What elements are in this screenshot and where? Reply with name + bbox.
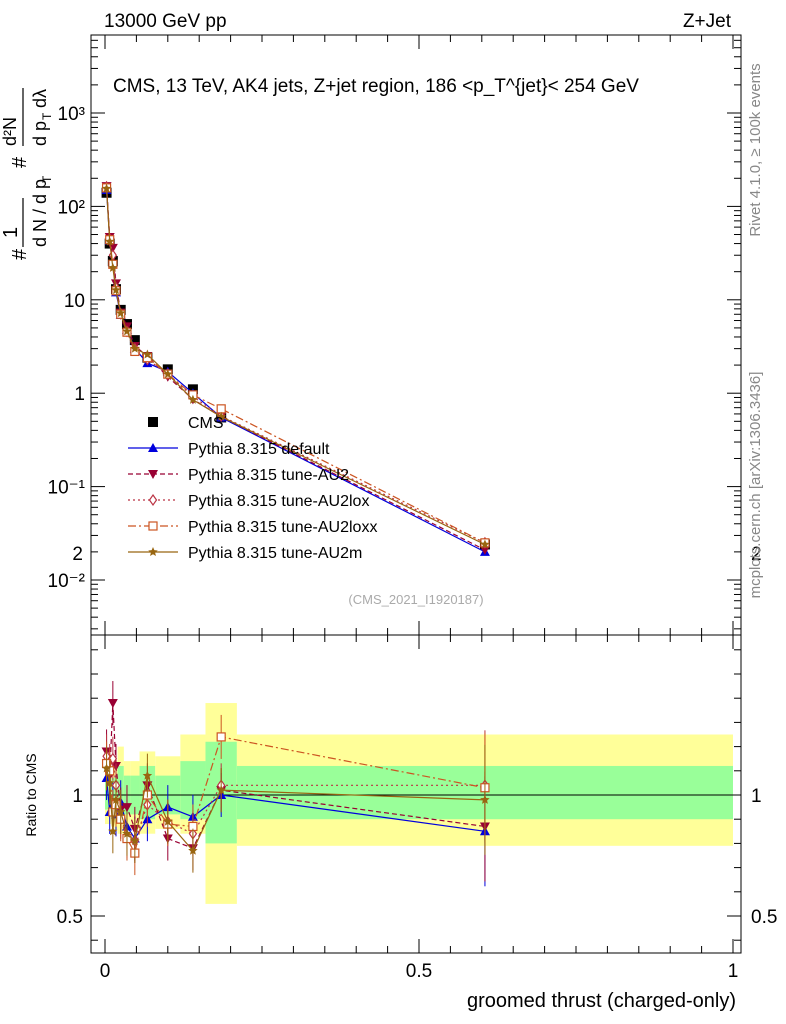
ylabel-dN: d N / d p	[30, 179, 50, 247]
legend-marker-au2loxx	[148, 521, 158, 531]
ratio-point-au2m-6	[130, 835, 140, 846]
legend-item-cms: CMS	[148, 415, 224, 432]
chart-title: CMS, 13 TeV, AK4 jets, Z+jet region, 186…	[113, 76, 639, 97]
point-au2m-7	[142, 349, 153, 359]
legend-label-au2: Pythia 8.315 tune-AU2	[188, 467, 349, 484]
y-tick-label: 1	[74, 384, 85, 405]
ratio-line-au2loxx	[106, 736, 486, 855]
ratio-line-au2m	[105, 768, 485, 852]
rivet-label: Rivet 4.1.0, ≥ 100k events	[747, 63, 764, 236]
x-tick-label: 1	[728, 961, 739, 982]
ratio-point-au2m-11	[480, 794, 490, 804]
ylabel-hash-1: #	[9, 248, 31, 260]
legend-label-cms: CMS	[188, 415, 224, 432]
axis-ticks: 10⁻² 10⁻¹ 1 10 10² 10³ 0 0.5 1 0.5 0.5 1 1 2 2	[48, 35, 777, 982]
legend-marker-au2m	[148, 547, 158, 557]
x-axis-label: groomed thrust (charged-only)	[467, 990, 736, 1012]
y-tick-label: 10²	[58, 197, 85, 218]
ylabel-d2N: d²N	[0, 117, 20, 146]
ratio-point-au2m-7	[142, 770, 153, 780]
header-right: Z+Jet	[683, 11, 732, 32]
legend-label-au2m: Pythia 8.315 tune-AU2m	[188, 545, 362, 562]
legend-label-default: Pythia 8.315 default	[188, 441, 330, 458]
legend-marker-cms	[148, 417, 158, 427]
ratio-series-au2m	[101, 744, 490, 873]
ratio-point-au2m-4	[115, 806, 126, 816]
legend-item-au2lox: Pythia 8.315 tune-AU2lox	[128, 493, 369, 510]
ratio-series-group	[101, 681, 490, 887]
legend-label-au2loxx: Pythia 8.315 tune-AU2loxx	[188, 519, 377, 536]
legend-item-au2loxx: Pythia 8.315 tune-AU2loxx	[128, 519, 377, 536]
ylabel-hash-2: #	[9, 156, 31, 168]
point-au2m-8	[163, 369, 173, 379]
ratio-point-au2m-9	[188, 845, 198, 855]
ratio-y-tick-label-right: 1	[751, 786, 762, 807]
ratio-y-tick-label: 1	[72, 786, 83, 807]
ratio-y-tick-label: 2	[72, 544, 83, 565]
ratio-point-au2m-0	[101, 763, 112, 773]
legend-item-au2m: Pythia 8.315 tune-AU2m	[128, 545, 362, 562]
ratio-line-au2	[105, 703, 486, 849]
legend-label-au2lox: Pythia 8.315 tune-AU2lox	[188, 493, 369, 510]
point-cms-6	[129, 335, 140, 346]
main-series-group	[101, 180, 490, 556]
ylabel-dlambda: dλ	[30, 89, 50, 108]
point-au2m-1	[104, 236, 115, 246]
point-au2m-2	[108, 262, 118, 272]
point-au2m-11	[480, 539, 490, 549]
main-y-axis-label: # 1 d N / d p T # d²N d p T dλ	[0, 88, 54, 260]
ratio-y-tick-label-right: 0.5	[751, 907, 777, 928]
legend-marker-au2lox	[148, 493, 158, 507]
x-tick-label: 0	[100, 961, 111, 982]
ratio-point-au2-5	[121, 803, 132, 813]
ratio-uncertainty-bands	[91, 703, 741, 904]
ylabel-one: 1	[0, 227, 22, 238]
ratio-point-au2m-10	[216, 785, 226, 795]
point-au2m-3	[111, 285, 121, 295]
mcplots-label: mcplots.cern.ch [arXiv:1306.3436]	[747, 372, 764, 599]
point-au2m-6	[130, 343, 140, 353]
y-tick-label: 10⁻²	[48, 571, 86, 592]
ylabel-T2: T	[40, 112, 54, 120]
legend-item-default: Pythia 8.315 default	[128, 441, 330, 458]
ratio-y-tick-label: 0.5	[57, 907, 83, 928]
ratio-y-axis-label: Ratio to CMS	[23, 753, 39, 836]
ratio-point-au2m-2	[108, 826, 118, 836]
ratio-y-tick-label-right: 2	[751, 544, 762, 565]
ratio-point-au2m-5	[122, 828, 132, 838]
ratio-point-au2m-8	[163, 816, 173, 826]
series-line-au2loxx	[105, 187, 486, 544]
series-au2m	[101, 183, 490, 549]
ratio-plot-frame	[90, 634, 742, 954]
ratio-point-au2-2	[107, 699, 118, 709]
ylabel-T1: T	[40, 175, 54, 183]
point-au2m-9	[188, 394, 198, 404]
point-au2m-5	[122, 326, 132, 336]
header-left: 13000 GeV pp	[104, 11, 227, 32]
point-au2m-4	[115, 308, 126, 318]
point-au2m-0	[101, 183, 112, 193]
axes-frames	[90, 34, 742, 954]
y-tick-label: 10⁻¹	[48, 478, 86, 499]
watermark: (CMS_2021_I1920187)	[348, 592, 483, 607]
legend-item-au2: Pythia 8.315 tune-AU2	[128, 467, 349, 484]
ylabel-dpT: d p	[30, 121, 50, 146]
ratio-point-au2m-3	[111, 794, 121, 804]
legend-marker-au2	[148, 470, 158, 479]
y-tick-label: 10	[64, 291, 85, 312]
point-au2loxx-10	[216, 404, 226, 414]
legend-marker-default	[148, 443, 158, 452]
legend: CMS Pythia 8.315 default Pythia 8.315 tune…	[128, 415, 377, 562]
point-au2m-10	[216, 411, 226, 421]
series-line-au2m	[105, 188, 486, 546]
ratio-point-au2loxx-10	[216, 732, 226, 742]
ratio-point-au2m-1	[104, 777, 115, 787]
y-tick-label: 10³	[58, 104, 85, 125]
x-tick-label: 0.5	[406, 961, 432, 982]
